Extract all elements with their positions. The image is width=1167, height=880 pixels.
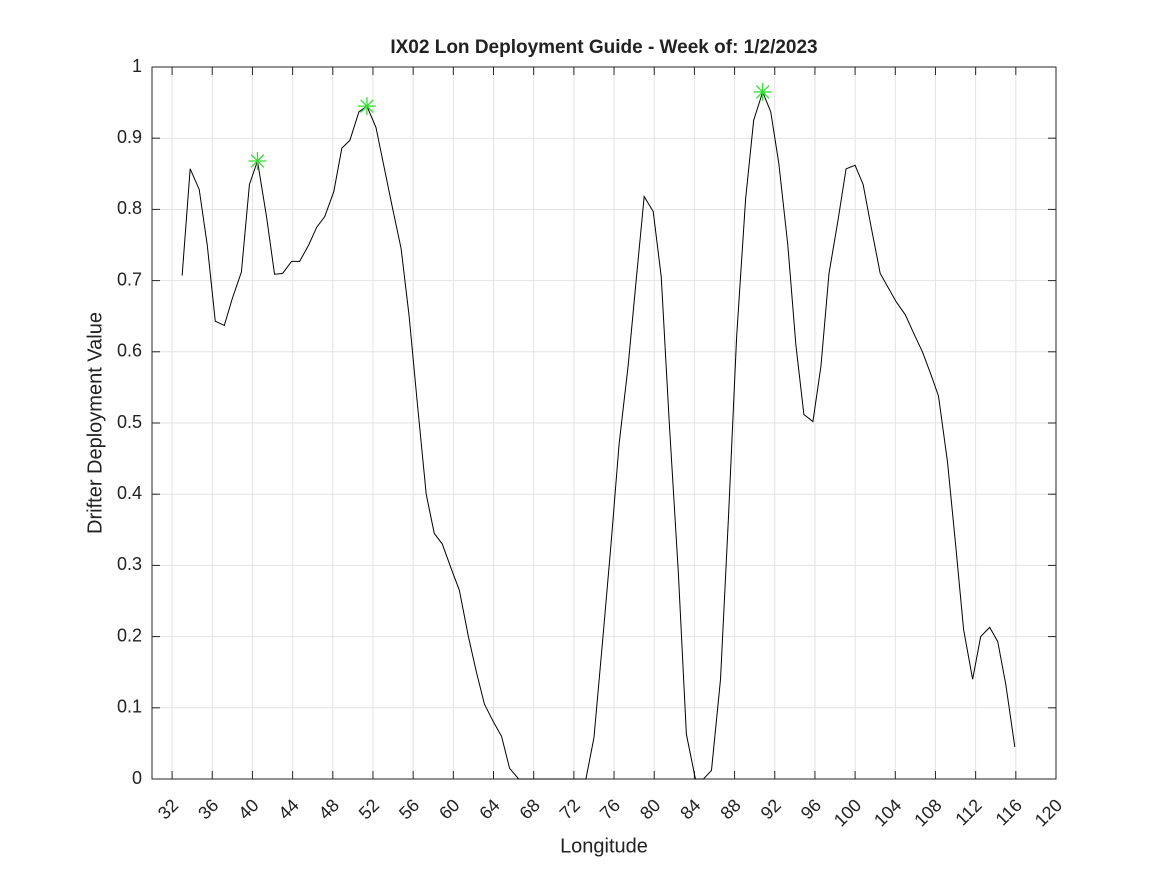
y-axis-label: Drifter Deployment Value: [84, 312, 106, 534]
y-tick-label: 0.8: [117, 198, 142, 218]
chart-title: IX02 Lon Deployment Guide - Week of: 1/2…: [390, 37, 817, 58]
y-tick-label: 0.5: [117, 412, 142, 432]
y-tick-label: 0: [132, 768, 142, 788]
y-tick-label: 1: [132, 56, 142, 76]
y-tick-label: 0.4: [117, 483, 142, 503]
y-tick-label: 0.1: [117, 697, 142, 717]
peak-marker: [753, 82, 772, 101]
y-tick-label: 0.2: [117, 625, 142, 645]
peak-marker: [248, 151, 267, 170]
star-stroke: [360, 99, 374, 113]
star-stroke: [250, 154, 265, 168]
star-stroke: [755, 85, 770, 99]
y-tick-label: 0.6: [117, 341, 142, 361]
y-tick-label: 0.9: [117, 127, 142, 147]
plot-frame: [151, 66, 1057, 780]
peak-marker: [357, 97, 376, 116]
x-axis-label: Longitude: [560, 835, 648, 857]
y-tick-label: 0.3: [117, 554, 142, 574]
y-tick-label: 0.7: [117, 269, 142, 289]
data-line: [181, 90, 1016, 780]
